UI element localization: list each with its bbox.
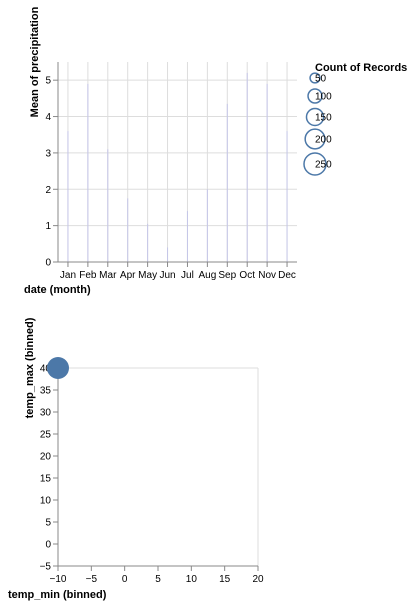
temperature-x-axis-title: temp_min (binned) bbox=[8, 589, 107, 601]
precipitation-gridlines bbox=[58, 62, 297, 263]
precipitation-y-tick-label: 2 bbox=[45, 185, 51, 196]
temperature-y-tick-label: 5 bbox=[45, 518, 51, 529]
temperature-y-tick-label: 35 bbox=[40, 386, 52, 397]
precipitation-x-tick-label: Feb bbox=[79, 270, 97, 281]
size-legend: Count of Records 50 100 150 200 250 bbox=[303, 62, 407, 176]
temperature-x-tick-label: 0 bbox=[122, 574, 128, 585]
temperature-y-tick-label: −5 bbox=[40, 562, 52, 573]
precipitation-x-tick-label: Aug bbox=[198, 270, 216, 281]
legend-symbol bbox=[305, 107, 325, 127]
temperature-y-tick-label: 40 bbox=[40, 364, 52, 375]
legend-label: 200 bbox=[315, 135, 332, 146]
temperature-x-tick-label: 20 bbox=[252, 574, 264, 585]
legend-symbol bbox=[309, 72, 321, 84]
precipitation-x-tick-label: Apr bbox=[120, 270, 136, 281]
precipitation-chart: 0 1 2 3 4 5 Jan Feb Mar Apr May Jun Jul Aug Sep Oct Nov D… bbox=[24, 6, 297, 296]
temperature-y-tick-label: 0 bbox=[45, 540, 51, 551]
precipitation-x-tick-label: May bbox=[138, 270, 157, 281]
precipitation-y-tick-label: 5 bbox=[45, 76, 51, 87]
precipitation-axes: 0 1 2 3 4 5 Jan Feb Mar Apr May Jun Jul Aug Sep Oct Nov D… bbox=[45, 62, 297, 281]
precipitation-y-tick-label: 4 bbox=[45, 112, 51, 123]
precipitation-y-tick-label: 3 bbox=[45, 148, 51, 159]
temperature-points bbox=[47, 357, 69, 379]
precipitation-x-tick-label: Dec bbox=[278, 270, 296, 281]
legend-items: 50 100 150 200 250 bbox=[303, 72, 332, 176]
temperature-y-tick-label: 20 bbox=[40, 452, 52, 463]
precipitation-ticks bbox=[67, 72, 288, 262]
legend-label: 250 bbox=[315, 160, 332, 171]
legend-symbol bbox=[303, 152, 327, 176]
legend-title: Count of Records bbox=[315, 62, 407, 74]
legend-label: 50 bbox=[315, 74, 327, 85]
temperature-y-axis-title: temp_max (binned) bbox=[24, 317, 36, 418]
precipitation-x-tick-label: Jan bbox=[60, 270, 76, 281]
precipitation-y-tick-label: 1 bbox=[45, 221, 51, 232]
precipitation-x-tick-label: Jul bbox=[181, 270, 194, 281]
temperature-x-tick-label: 5 bbox=[155, 574, 161, 585]
precipitation-x-tick-label: Oct bbox=[239, 270, 255, 281]
precipitation-x-tick-label: Nov bbox=[258, 270, 276, 281]
temperature-y-tick-label: 10 bbox=[40, 496, 52, 507]
temperature-x-tick-label: 15 bbox=[219, 574, 231, 585]
temperature-point bbox=[47, 357, 69, 379]
temperature-x-tick-label: 10 bbox=[186, 574, 198, 585]
precipitation-y-axis-title: Mean of precipitation bbox=[29, 6, 41, 117]
precipitation-x-tick-label: Sep bbox=[218, 270, 236, 281]
legend-symbol bbox=[307, 88, 323, 104]
legend-symbol bbox=[304, 128, 326, 150]
temperature-y-tick-label: 15 bbox=[40, 474, 52, 485]
temperature-x-tick-label: −5 bbox=[86, 574, 98, 585]
legend-label: 100 bbox=[315, 92, 332, 103]
temperature-y-tick-label: 30 bbox=[40, 408, 52, 419]
temperature-x-tick-label: −10 bbox=[50, 574, 67, 585]
temperature-y-tick-label: 25 bbox=[40, 430, 52, 441]
legend-label: 150 bbox=[315, 113, 332, 124]
precipitation-x-tick-label: Jun bbox=[159, 270, 175, 281]
precipitation-x-axis-title: date (month) bbox=[24, 284, 91, 296]
precipitation-y-tick-label: 0 bbox=[45, 258, 51, 269]
precipitation-x-tick-label: Mar bbox=[99, 270, 117, 281]
